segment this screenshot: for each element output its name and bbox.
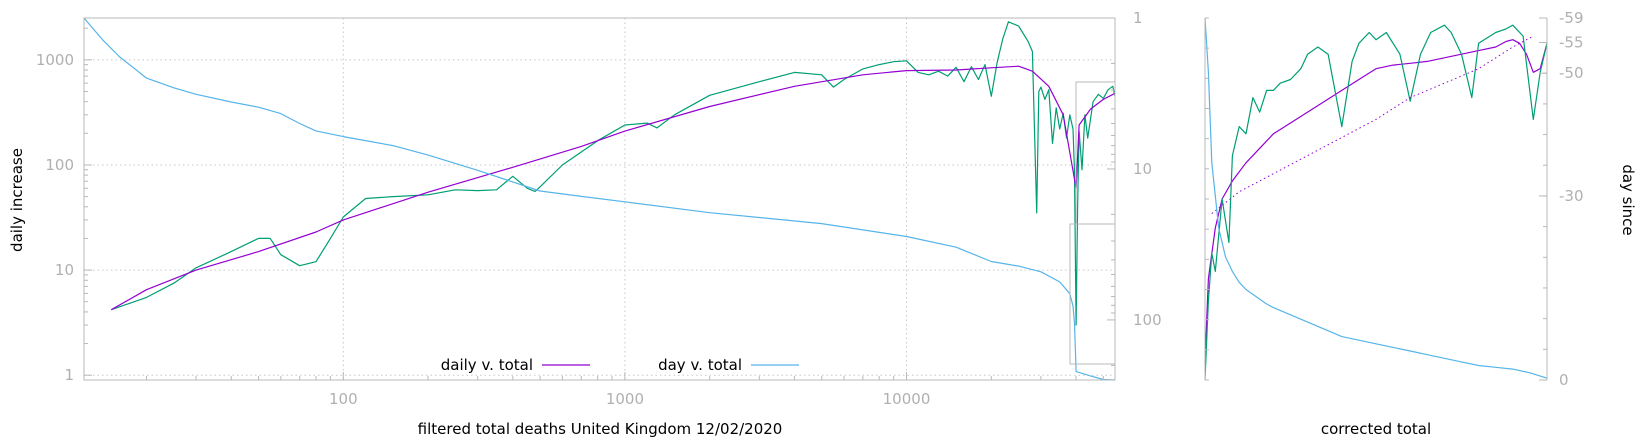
side-chart: -59 -55 -50 -30 0 corrected total day since	[1204, 9, 1637, 438]
side-y2-tick-label: -55	[1559, 34, 1584, 52]
main-y-axis-label: daily increase	[8, 148, 26, 252]
y-tick-label: 1000	[36, 51, 74, 69]
side-y2-tick-label: -30	[1559, 187, 1584, 205]
inset-box-lower	[1069, 223, 1116, 365]
x-tick-label: 1000	[606, 390, 644, 408]
side-lines	[1204, 17, 1548, 381]
y-tick-label: 1	[64, 366, 74, 384]
main-lines	[83, 17, 1116, 381]
inset-box-upper	[1075, 81, 1116, 225]
main-chart: 100 1000 10000 1 10 100 1000 1 10 100 filtered to…	[8, 9, 1162, 438]
main-ticks: 100 1000 10000 1 10 100 1000 1 10 100	[36, 9, 1162, 408]
main-x-axis-label: filtered total deaths United Kingdom 12/…	[418, 420, 783, 438]
legend-label-day: day v. total	[658, 356, 742, 374]
side-x-axis-label: corrected total	[1321, 420, 1431, 438]
side-series-day	[1204, 17, 1548, 379]
y-tick-label: 100	[45, 156, 74, 174]
side-series-raw	[1204, 24, 1548, 381]
side-y2-tick-label: -59	[1559, 9, 1584, 27]
side-y2-tick-label: 0	[1559, 371, 1569, 389]
y2-tick-label: 100	[1133, 311, 1162, 329]
legend-label-daily: daily v. total	[441, 356, 533, 374]
y2-tick-label: 10	[1133, 160, 1152, 178]
x-tick-label: 10000	[883, 390, 931, 408]
y2-tick-label: 1	[1133, 9, 1143, 27]
side-y2-tick-label: -50	[1559, 64, 1584, 82]
x-tick-label: 100	[329, 390, 358, 408]
y-tick-label: 10	[55, 261, 74, 279]
series-line-raw-daily	[111, 21, 1116, 326]
legend: daily v. total day v. total	[441, 356, 799, 374]
series-line-day-v-total	[83, 17, 1116, 381]
side-y2-axis-label: day since	[1619, 164, 1637, 235]
side-series-trend	[1211, 35, 1534, 214]
series-line-daily-v-total	[111, 65, 1116, 311]
side-ticks: -59 -55 -50 -30 0	[1205, 9, 1584, 389]
side-series-daily	[1204, 39, 1548, 362]
main-grid	[84, 18, 1115, 380]
